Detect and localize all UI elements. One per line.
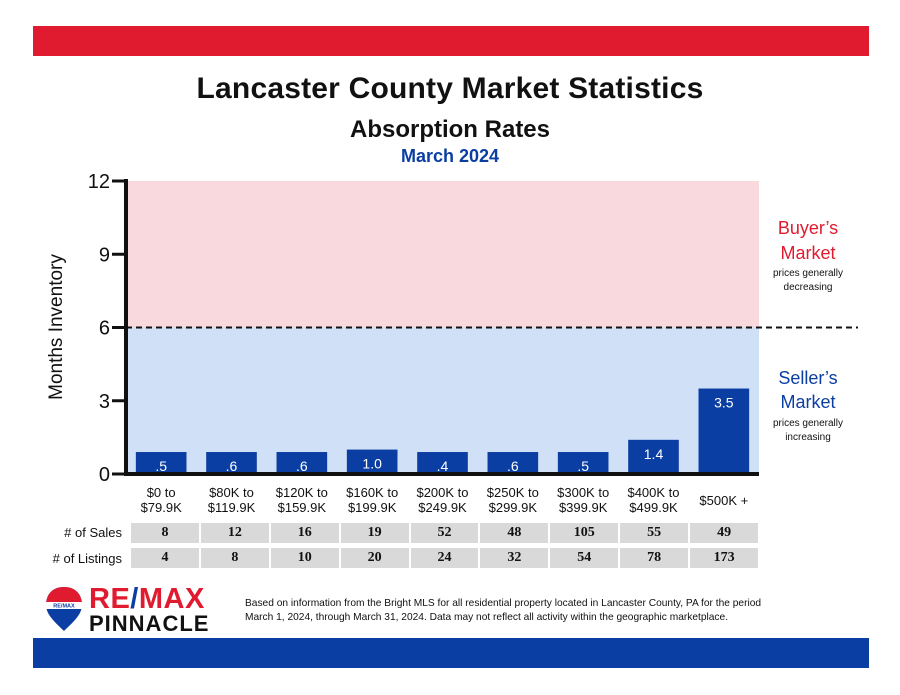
page-title: Lancaster County Market Statistics <box>196 72 704 105</box>
sales-count-cell: 8 <box>131 523 199 543</box>
buyer-market-note: decreasing <box>784 282 833 293</box>
footnote-line-2: March 1, 2024, through March 31, 2024. D… <box>245 612 729 623</box>
sales-count-cell: 12 <box>200 523 269 543</box>
brand-subname: PINNACLE <box>89 611 210 636</box>
bar <box>417 452 468 474</box>
bar-value-label: .4 <box>437 458 449 474</box>
x-tick-label: $160K to <box>346 485 398 500</box>
listings-row-label: # of Listings <box>52 551 122 566</box>
x-tick-label: $300K to <box>557 485 609 500</box>
bar <box>346 449 398 474</box>
y-tick-label: 6 <box>99 318 110 340</box>
bar <box>698 388 750 474</box>
sales-count-cell: 52 <box>410 523 479 543</box>
x-tick-label: $120K to <box>276 485 328 500</box>
y-tick-label: 0 <box>99 464 110 486</box>
x-tick-label: $400K to <box>627 485 679 500</box>
footnote-line-1: Based on information from the Bright MLS… <box>245 598 762 609</box>
bottom-blue-bar <box>33 638 869 668</box>
bar-value-label: 3.5 <box>714 395 734 411</box>
seller-market-title: Market <box>780 392 835 412</box>
bar <box>628 439 679 474</box>
buyer-market-title: Market <box>780 243 835 263</box>
x-tick-label: $249.9K <box>418 500 467 515</box>
listings-row: 4 8 10 20 24 32 54 78 173 <box>130 548 759 568</box>
x-tick-label: $79.9K <box>141 500 183 515</box>
bar <box>557 452 609 474</box>
listings-count-cell: 54 <box>550 548 619 568</box>
x-tick-label: $399.9K <box>559 500 608 515</box>
seller-market-note: prices generally <box>773 418 843 429</box>
x-tick-label: $200K to <box>416 485 468 500</box>
y-tick-label: 9 <box>99 244 110 266</box>
bar <box>487 452 539 474</box>
listings-count-cell: 10 <box>270 548 339 568</box>
bar-value-label: .6 <box>296 458 308 474</box>
brand-name: RE/MAX <box>89 583 205 615</box>
x-tick-label: $80K to <box>209 485 254 500</box>
balloon-icon: RE/MAX <box>46 587 82 631</box>
x-tick-label: $299.9K <box>489 500 538 515</box>
remax-logo: RE/MAX RE/MAX PINNACLE <box>44 583 224 636</box>
absorption-rate-chart: .5$0 to$79.9K.6$80K to$119.9K.6$120K to$… <box>46 171 858 515</box>
top-red-bar <box>33 26 869 56</box>
sales-count-cell: 19 <box>340 523 409 543</box>
sales-count-cell: 48 <box>480 523 549 543</box>
chart-subtitle: Absorption Rates <box>349 116 550 143</box>
bar-value-label: .5 <box>577 458 589 474</box>
sales-count-cell: 16 <box>270 523 339 543</box>
balloon-text: RE/MAX <box>53 604 75 610</box>
listings-count-cell: 8 <box>200 548 269 568</box>
x-tick-label: $199.9K <box>348 500 397 515</box>
bar-value-label: .6 <box>226 458 238 474</box>
bar <box>276 452 328 474</box>
y-tick-label: 3 <box>99 391 110 413</box>
x-tick-label: $499.9K <box>629 500 678 515</box>
seller-market-title: Seller’s <box>778 368 837 388</box>
listings-count-cell: 20 <box>340 548 409 568</box>
listings-count-cell: 24 <box>410 548 479 568</box>
bar-value-label: 1.4 <box>644 446 664 462</box>
sales-row: 8 12 16 19 52 48 105 55 49 <box>130 523 759 543</box>
bar-value-label: .6 <box>507 458 519 474</box>
listings-count-cell: 78 <box>620 548 689 568</box>
source-footnote: Based on information from the Bright MLS… <box>245 597 845 625</box>
sales-count-cell: 105 <box>550 523 619 543</box>
listings-count-cell: 4 <box>131 548 199 568</box>
x-tick-label: $159.9K <box>278 500 327 515</box>
bar <box>135 452 187 474</box>
x-tick-label: $250K to <box>487 485 539 500</box>
buyer-zone-band <box>126 181 759 328</box>
bar-value-label: .5 <box>155 458 167 474</box>
listings-count-cell: 173 <box>690 548 759 568</box>
report-period: March 2024 <box>400 146 500 166</box>
sales-row-label: # of Sales <box>64 525 122 540</box>
buyer-market-title: Buyer’s <box>778 218 838 238</box>
seller-market-note: increasing <box>785 432 831 443</box>
listings-count-cell: 32 <box>480 548 549 568</box>
bar-value-label: 1.0 <box>362 456 382 472</box>
y-axis-label: Months Inventory <box>46 254 67 400</box>
x-tick-label: $500K + <box>699 493 748 508</box>
x-tick-label: $119.9K <box>208 500 256 515</box>
bar <box>206 452 257 474</box>
sales-count-cell: 55 <box>620 523 689 543</box>
x-tick-label: $0 to <box>147 485 176 500</box>
y-tick-label: 12 <box>88 171 110 193</box>
buyer-market-note: prices generally <box>773 268 843 279</box>
sales-count-cell: 49 <box>690 523 759 543</box>
